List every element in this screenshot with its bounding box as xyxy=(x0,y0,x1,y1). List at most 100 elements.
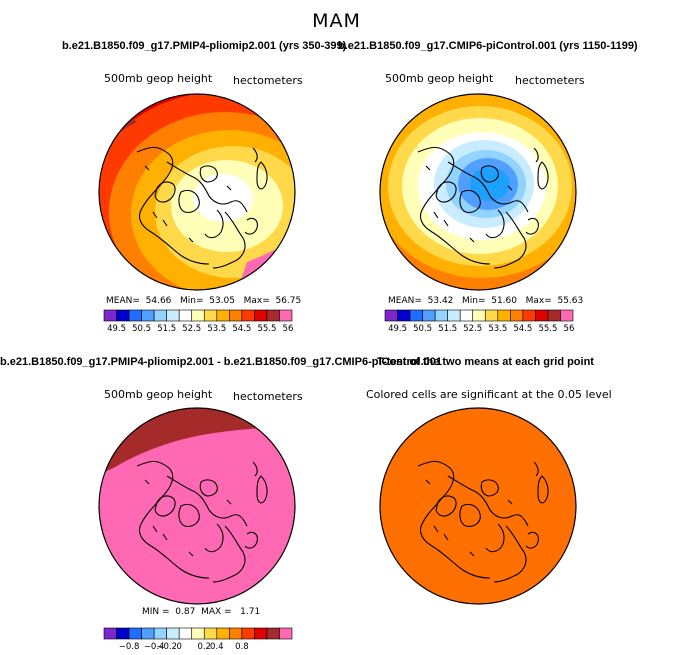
colorbar-tick-1: −0.8 xyxy=(119,642,140,652)
coastline-2 xyxy=(166,475,248,527)
coastline-8 xyxy=(244,531,258,549)
colorbar-swatch-10 xyxy=(497,309,511,322)
colorbar-swatch-13 xyxy=(254,309,268,322)
colorbar-swatch-9 xyxy=(203,627,218,640)
colorbar-swatch-6 xyxy=(447,309,461,322)
panel1-mean-label: MEAN= xyxy=(106,296,140,306)
colorbar-tick-3: 51.5 xyxy=(157,324,176,334)
colorbar-swatch-14 xyxy=(266,627,280,640)
panel3-max-label: MAX = xyxy=(201,607,232,617)
colorbar-swatch-13 xyxy=(254,627,268,640)
colorbar-swatch-12 xyxy=(522,309,536,322)
coastline-10 xyxy=(252,147,258,163)
coastline-2 xyxy=(166,161,248,213)
map-border xyxy=(98,93,296,291)
field-band-10 xyxy=(470,167,510,201)
panel2-mean-value: 53.42 xyxy=(427,296,454,306)
colorbar-tick-4: 52.5 xyxy=(182,324,201,334)
colorbar-swatch-5 xyxy=(434,309,448,322)
colorbar-swatch-10 xyxy=(216,627,230,640)
map-border xyxy=(98,407,296,605)
coastline-8 xyxy=(244,217,258,235)
colorbar-tick-4: 0 xyxy=(176,642,181,652)
panel2-max-label: Max= xyxy=(525,296,552,306)
colorbar-swatch-9 xyxy=(484,309,499,322)
coastline-1 xyxy=(417,460,491,579)
coastline-1 xyxy=(417,146,491,265)
coastline-8 xyxy=(525,217,539,235)
coastline-9 xyxy=(256,161,268,190)
main-title: MAM xyxy=(312,10,361,32)
colorbar-swatch-10 xyxy=(216,309,230,322)
panel3-max-value: 1.71 xyxy=(240,607,261,617)
panel1-min-label: Min= xyxy=(179,296,204,306)
colorbar-swatch-12 xyxy=(241,309,255,322)
colorbar-tick-7: 55.5 xyxy=(538,324,557,334)
map-border xyxy=(379,93,577,291)
colorbar-swatch-4 xyxy=(422,309,436,322)
coastline-1 xyxy=(136,460,210,579)
colorbar-swatch-7 xyxy=(459,309,474,322)
coastline-9 xyxy=(537,161,549,190)
panel1-right-label: hectometers xyxy=(233,74,303,87)
colorbar-swatch-1 xyxy=(384,309,398,322)
coastline-3 xyxy=(435,495,457,517)
coastline-3 xyxy=(154,495,176,517)
colorbar-swatch-8 xyxy=(472,309,486,322)
panel3-map xyxy=(98,407,296,605)
colorbar-swatch-11 xyxy=(510,309,524,322)
panel1-left-label: 500mb geop height xyxy=(104,72,213,85)
panel3-min-label: MIN = xyxy=(142,607,170,617)
coastline-11 xyxy=(425,479,513,557)
colorbar-swatch-11 xyxy=(229,627,243,640)
coastline-1 xyxy=(136,146,210,265)
coastline-7 xyxy=(212,525,246,583)
coastline-6 xyxy=(485,523,505,553)
map-border xyxy=(379,407,577,605)
colorbar-swatch-2 xyxy=(397,309,411,322)
panel4-left-label: Colored cells are significant at the 0.0… xyxy=(366,388,612,401)
colorbar-tick-1: 49.5 xyxy=(107,324,126,334)
colorbar-swatch-7 xyxy=(178,627,193,640)
coastline-2 xyxy=(447,161,529,213)
panel1-mean-value: 54.66 xyxy=(145,296,172,306)
colorbar-tick-2: 50.5 xyxy=(413,324,432,334)
panel1-colorbar: 49.5 50.5 51.5 52.5 53.5 54.5 55.5 56.5 xyxy=(103,309,293,334)
colorbar-tick-7: 55.5 xyxy=(257,324,276,334)
colorbar-swatch-6 xyxy=(166,627,180,640)
colorbar-swatch-13 xyxy=(535,309,549,322)
colorbar-swatch-3 xyxy=(128,627,142,640)
colorbar-swatch-14 xyxy=(547,309,561,322)
panel2-map xyxy=(379,93,577,291)
colorbar-swatch-2 xyxy=(116,309,130,322)
coastline-11 xyxy=(425,165,513,243)
coastline-7 xyxy=(493,525,527,583)
colorbar-tick-5: 53.5 xyxy=(488,324,507,334)
colorbar-tick-5: 53.5 xyxy=(207,324,226,334)
colorbar-tick-5: 0.2 xyxy=(198,642,212,652)
panel1-max-label: Max= xyxy=(243,296,270,306)
coastline-5 xyxy=(480,165,499,183)
colorbar-swatch-8 xyxy=(191,309,205,322)
coastline-4 xyxy=(459,503,481,527)
colorbar-tick-2: 50.5 xyxy=(132,324,151,334)
coastline-4 xyxy=(459,189,481,213)
panel4-map xyxy=(379,407,577,605)
coastline-6 xyxy=(485,209,505,239)
panel4-title: T-test of the two means at each grid poi… xyxy=(377,356,594,368)
coastline-11 xyxy=(144,165,232,243)
colorbar-tick-4: 52.5 xyxy=(463,324,482,334)
panel2-left-label: 500mb geop height xyxy=(385,72,494,85)
panel3-colorbar: −0.8 −0.4−0.2 0 0.2 0.4 0.8 xyxy=(103,627,293,652)
colorbar-swatch-5 xyxy=(153,627,167,640)
coastline-3 xyxy=(154,181,176,203)
colorbar-tick-2: −0.4 xyxy=(144,642,165,652)
panel2-min-label: Min= xyxy=(461,296,486,306)
colorbar-tick-6: 0.4 xyxy=(210,642,224,652)
colorbar-tick-8: 56.5 xyxy=(564,324,574,334)
colorbar-tick-6: 54.5 xyxy=(232,324,251,334)
panel3-title: b.e21.B1850.f09_g17.PMIP4-pliomip2.001 -… xyxy=(0,356,443,368)
colorbar-swatch-4 xyxy=(141,309,155,322)
colorbar-swatch-6 xyxy=(166,309,180,322)
colorbar-swatch-15 xyxy=(279,309,293,322)
